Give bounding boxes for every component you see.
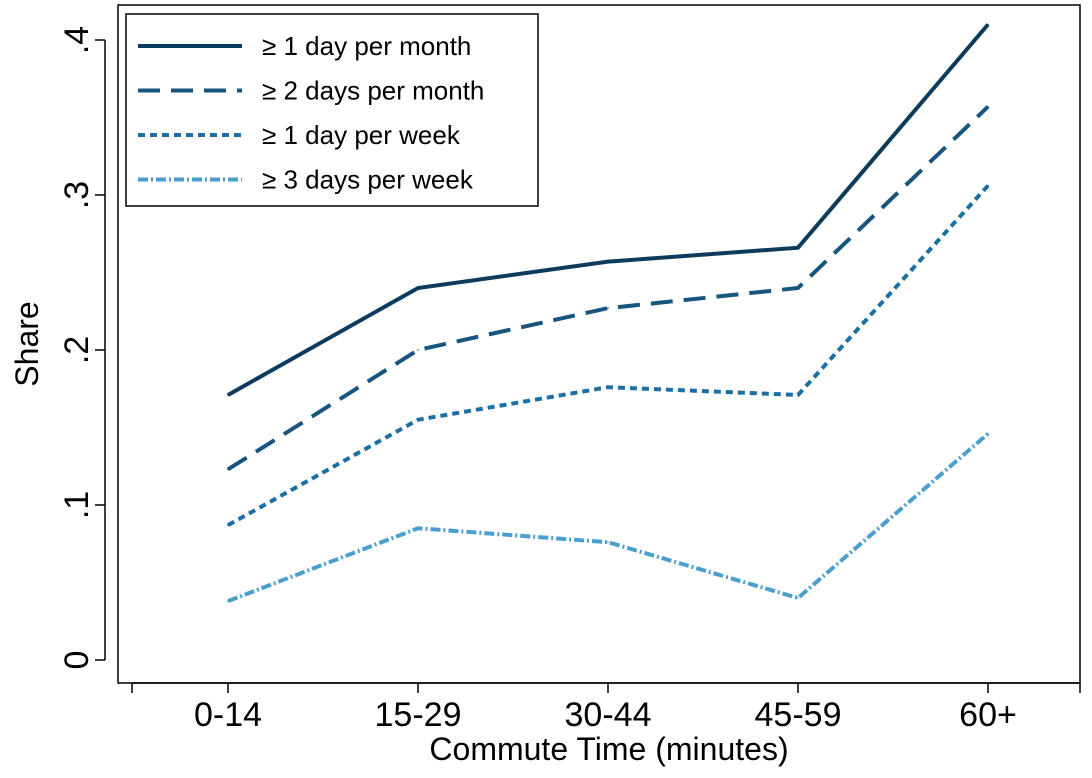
data-point — [227, 524, 229, 526]
data-point — [987, 432, 989, 435]
data-point — [797, 597, 799, 599]
series-3 — [227, 184, 990, 527]
legend-item: ≥ 1 day per week — [138, 120, 461, 150]
legend: ≥ 1 day per month ≥ 2 days per month ≥ 1 d… — [125, 13, 539, 207]
series-layer — [226, 23, 990, 603]
series-2 — [226, 105, 990, 472]
data-point — [417, 527, 419, 530]
legend-item: ≥ 1 day per month — [138, 31, 471, 61]
data-point — [987, 184, 989, 187]
data-point — [797, 394, 799, 396]
x-tick-label: 15-29 — [375, 696, 462, 734]
x-tick-label: 60+ — [959, 696, 1017, 734]
series-line — [227, 432, 990, 603]
data-point — [797, 246, 799, 249]
x-axis: 0-14 15-29 30-44 45-59 60+ — [131, 682, 1081, 734]
data-point — [227, 394, 229, 396]
series-line — [226, 105, 990, 472]
data-point — [227, 468, 229, 471]
x-tick-label: 45-59 — [755, 696, 842, 734]
x-axis-title: Commute Time (minutes) — [429, 731, 788, 767]
data-point — [797, 287, 799, 289]
series-1 — [227, 23, 990, 397]
data-point — [227, 600, 229, 602]
legend-item: ≥ 3 days per week — [138, 165, 474, 195]
x-tick-label: 0-14 — [194, 696, 262, 734]
y-axis-title: Share — [9, 301, 45, 386]
data-point — [987, 23, 989, 26]
legend-label: ≥ 1 day per month — [262, 31, 471, 61]
series-line — [227, 184, 990, 527]
data-point — [417, 418, 419, 421]
data-point — [987, 105, 989, 108]
legend-label: ≥ 1 day per week — [262, 120, 461, 150]
data-point — [607, 307, 609, 309]
legend-label: ≥ 2 days per month — [262, 76, 484, 106]
x-tick-label: 30-44 — [565, 696, 652, 734]
y-tick-label: .4 — [58, 26, 96, 54]
series-4 — [227, 432, 990, 603]
data-point — [607, 541, 609, 543]
data-point — [607, 386, 609, 389]
legend-label: ≥ 3 days per week — [262, 165, 474, 195]
y-tick-label: .3 — [58, 181, 96, 209]
y-tick-label: 0 — [58, 651, 96, 670]
y-tick-label: .1 — [58, 491, 96, 519]
legend-item: ≥ 2 days per month — [138, 76, 484, 106]
data-point — [417, 349, 419, 351]
data-point — [607, 260, 609, 263]
data-point — [417, 287, 419, 289]
y-axis: 0 .1 .2 .3 .4 — [58, 26, 106, 670]
y-tick-label: .2 — [58, 336, 96, 364]
